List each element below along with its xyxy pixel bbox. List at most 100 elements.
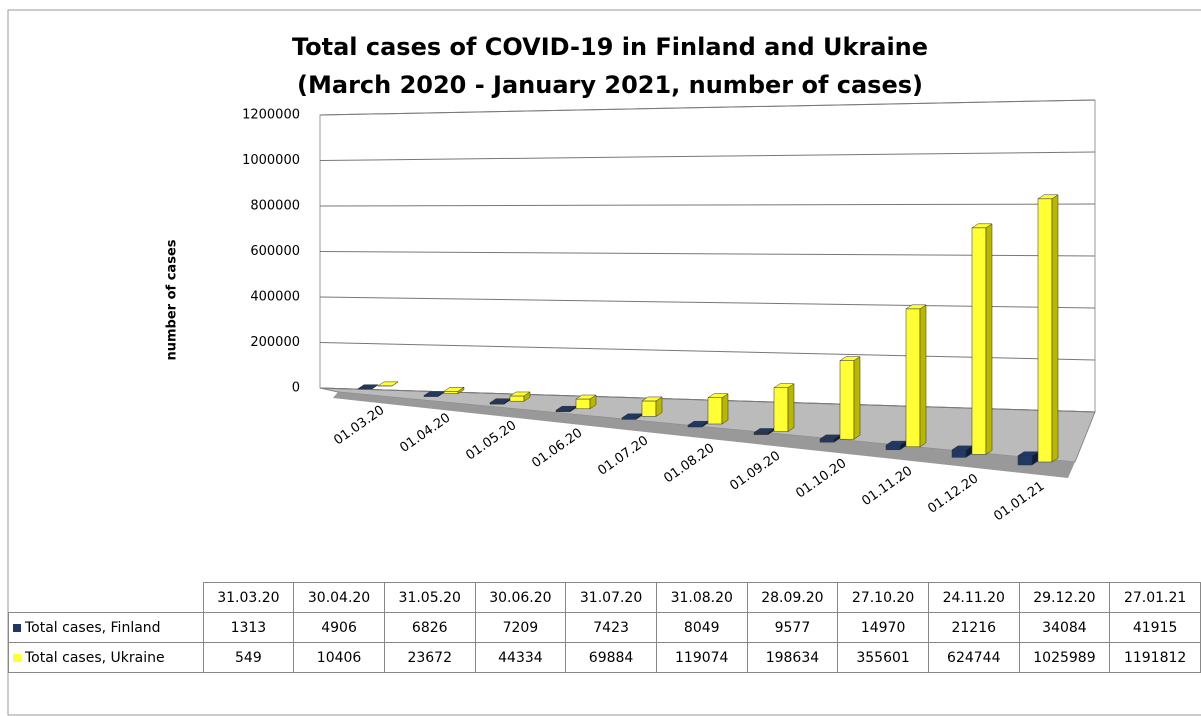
legend-label: Total cases, Ukraine — [25, 649, 165, 666]
y-tick-label: 400000 — [250, 290, 300, 305]
x-tick-label: 01.01.21 — [991, 479, 1047, 524]
bar — [423, 391, 445, 398]
x-tick-label: 01.06.20 — [529, 426, 585, 471]
bar-front — [509, 395, 525, 402]
bar-front — [905, 308, 921, 448]
y-tick-label: 200000 — [250, 335, 300, 350]
x-tick-label: 01.04.20 — [397, 410, 453, 455]
x-tick-label: 01.12.20 — [925, 471, 981, 516]
bar — [575, 394, 597, 410]
grid-line — [319, 151, 1096, 161]
value-cell: 9577 — [746, 612, 839, 643]
bar-front — [443, 391, 459, 394]
bar-side — [721, 393, 729, 425]
bar — [839, 356, 861, 440]
bar-top — [707, 393, 729, 398]
value-cell: 355601 — [837, 642, 929, 673]
value-cell: 198634 — [746, 642, 839, 673]
x-tick-label: 01.11.20 — [859, 464, 915, 509]
y-tick-label: 1000000 — [242, 153, 300, 168]
legend-swatch — [13, 653, 21, 662]
value-cell: 7209 — [474, 612, 567, 643]
legend-swatch — [13, 623, 21, 632]
value-cell: 41915 — [1109, 612, 1201, 643]
y-axis-label: number of cases — [165, 239, 180, 360]
bar-front — [951, 449, 967, 458]
value-cell: 34084 — [1018, 612, 1111, 643]
bar-top — [641, 396, 663, 402]
bar-top — [773, 383, 795, 388]
column-header: 28.09.20 — [746, 582, 839, 613]
bar-front — [707, 397, 723, 425]
legend-cell: Total cases, Finland — [8, 612, 204, 643]
value-cell: 1025989 — [1018, 642, 1111, 673]
y-tick-label: 800000 — [250, 199, 300, 214]
grid-line — [319, 203, 1096, 207]
bar — [377, 381, 399, 387]
value-cell: 44334 — [474, 642, 567, 673]
bar — [707, 393, 729, 425]
bar — [443, 386, 465, 395]
bar-front — [641, 400, 657, 417]
value-cell: 14970 — [837, 612, 929, 643]
x-tick-label: 01.08.20 — [661, 441, 717, 486]
table-row: Total cases, Finland 1313 4906 6826 7209 7423… — [8, 612, 1201, 643]
bar — [357, 384, 379, 390]
bar-side — [919, 304, 927, 448]
bar — [1037, 194, 1059, 463]
bar-top — [509, 391, 531, 397]
y-tick-label: 0 — [292, 381, 300, 396]
value-cell: 1191812 — [1109, 642, 1201, 673]
bar — [971, 223, 993, 455]
value-cell: 549 — [202, 642, 295, 673]
value-cell: 6826 — [383, 612, 476, 643]
bar — [773, 383, 795, 433]
bar-front — [753, 432, 769, 435]
column-header: 31.05.20 — [383, 582, 476, 613]
grid-line — [319, 251, 1096, 257]
value-cell: 7423 — [565, 612, 657, 643]
value-cell: 1313 — [202, 612, 295, 643]
value-cell: 624744 — [927, 642, 1020, 673]
chart-subtitle: (March 2020 - January 2021, number of ca… — [297, 71, 923, 99]
bar-side — [985, 223, 993, 455]
bar-front — [575, 398, 591, 410]
bar-front — [971, 227, 987, 455]
column-header: 31.07.20 — [565, 582, 657, 613]
bar — [905, 304, 927, 448]
grid-line — [319, 342, 1096, 361]
value-cell: 10406 — [293, 642, 385, 673]
x-tick-label: 01.09.20 — [727, 448, 783, 493]
bar-front — [885, 444, 901, 451]
column-header: 30.06.20 — [474, 582, 567, 613]
value-cell: 21216 — [927, 612, 1020, 643]
bar-side — [853, 356, 861, 440]
table-header-row: 31.03.20 30.04.20 31.05.20 30.06.20 31.07.20… — [8, 582, 1201, 613]
column-header: 29.12.20 — [1018, 582, 1111, 613]
value-cell: 23672 — [383, 642, 476, 673]
x-tick-label: 01.03.20 — [331, 403, 387, 448]
y-tick-label: 600000 — [250, 244, 300, 259]
y-tick-label: 1200000 — [242, 108, 300, 123]
x-tick-label: 01.07.20 — [595, 433, 651, 478]
floor-front — [333, 392, 1075, 478]
bar-front — [687, 424, 703, 428]
bar-front — [839, 360, 855, 440]
grid-line — [319, 296, 1096, 309]
bar-top — [971, 223, 993, 229]
bar — [509, 391, 531, 402]
bar-top — [839, 356, 861, 361]
column-header: 30.04.20 — [293, 582, 385, 613]
grid-line — [319, 99, 1096, 116]
legend-label: Total cases, Finland — [25, 619, 161, 636]
bar-top — [443, 387, 465, 392]
bar-top — [575, 394, 597, 400]
frame — [7, 9, 1201, 716]
bar — [641, 396, 663, 417]
table-row: Total cases, Ukraine 549 10406 23672 44334 69… — [8, 642, 1201, 673]
column-header: 27.10.20 — [837, 582, 929, 613]
column-header: 31.03.20 — [202, 582, 295, 613]
bar-top — [1037, 194, 1059, 200]
x-tick-label: 01.05.20 — [463, 418, 519, 463]
